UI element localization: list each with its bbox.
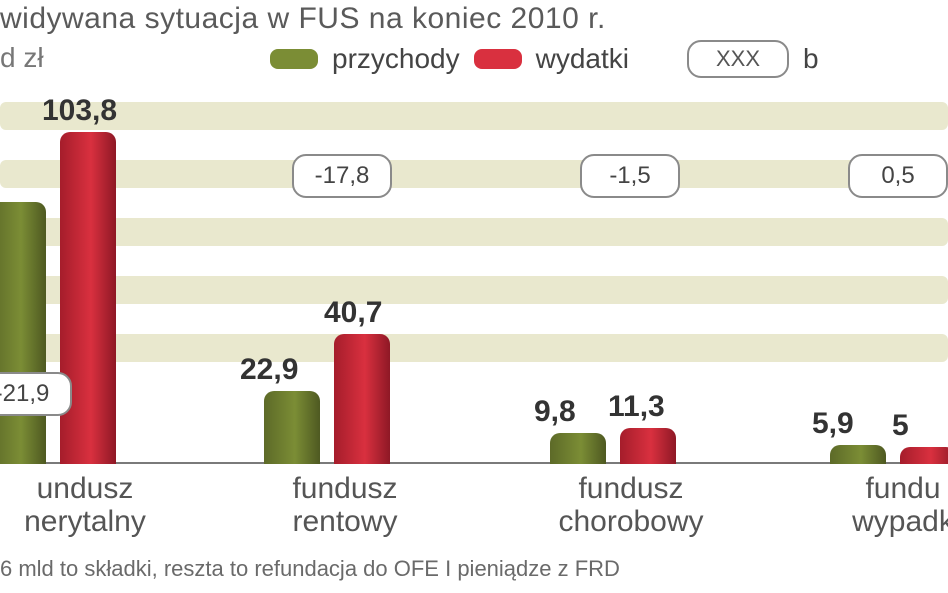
bar-przychody-emerytalny	[0, 202, 46, 464]
bar-label-wydatki-chorobowy: 11,3	[608, 390, 665, 424]
xlabel-chorobowy: funduszchorobowy	[526, 472, 736, 538]
xlabel-wypadkowy: funduwypadk	[798, 472, 948, 538]
legend-label-wydatki: wydatki	[536, 43, 629, 75]
legend-badge-bilans: XXX	[687, 40, 789, 78]
legend-label-przychody: przychody	[332, 43, 460, 75]
legend-swatch-wydatki	[474, 49, 522, 69]
chart-canvas: widywana sytuacja w FUS na koniec 2010 r…	[0, 0, 948, 593]
bar-wydatki-emerytalny	[60, 132, 116, 464]
bar-group-rentowy: 22,940,7-17,8	[250, 92, 460, 464]
bar-group-emerytalny: 1,9*103,8-21,9	[0, 92, 200, 464]
bar-wydatki-wypadkowy	[900, 447, 948, 464]
bar-przychody-rentowy	[264, 391, 320, 464]
footnote: 6 mld to składki, reszta to refundacja d…	[0, 556, 620, 582]
bar-wydatki-chorobowy	[620, 428, 676, 464]
legend-swatch-przychody	[270, 49, 318, 69]
legend-label-bilans: b	[803, 43, 819, 75]
bar-group-wypadkowy: 5,9 5 0,5	[808, 92, 948, 464]
bilans-badge-chorobowy: -1,5	[580, 154, 680, 198]
plot-area: 1,9*103,8-21,922,940,7-17,89,811,3-1,55,…	[0, 92, 948, 464]
bilans-badge-rentowy: -17,8	[292, 154, 392, 198]
chart-unit: d zł	[0, 42, 44, 74]
bar-label-wydatki-emerytalny: 103,8	[42, 94, 117, 128]
chart-title: widywana sytuacja w FUS na koniec 2010 r…	[0, 2, 606, 36]
bar-label-przychody-rentowy: 22,9	[240, 353, 298, 387]
bar-label-wydatki-rentowy: 40,7	[324, 296, 382, 330]
bar-wydatki-rentowy	[334, 334, 390, 464]
xlabel-emerytalny: undusznerytalny	[0, 472, 190, 538]
bar-label-przychody-chorobowy: 9,8	[534, 395, 576, 429]
bar-label-wydatki-wypadkowy: 5	[892, 409, 909, 443]
legend: przychody wydatki XXX b	[270, 40, 819, 78]
bar-przychody-wypadkowy	[830, 445, 886, 464]
bar-label-przychody-wypadkowy: 5,9	[812, 407, 854, 441]
bar-group-chorobowy: 9,8 11,3 -1,5	[536, 92, 746, 464]
bilans-badge-emerytalny: -21,9	[0, 372, 72, 416]
xlabel-rentowy: funduszrentowy	[240, 472, 450, 538]
bar-przychody-chorobowy	[550, 433, 606, 464]
bilans-badge-wypadkowy: 0,5	[848, 154, 948, 198]
